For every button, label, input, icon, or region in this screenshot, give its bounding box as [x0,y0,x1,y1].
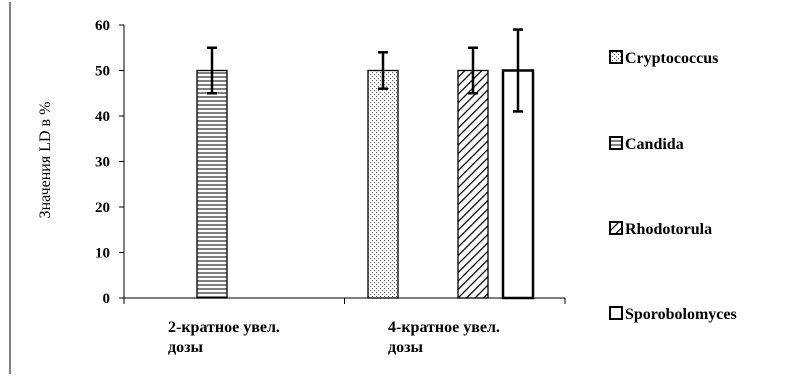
y-axis-label: Значения LD в % [37,102,54,219]
legend-label: Rhodotorula [625,221,712,238]
legend-entry-sporobolomyces: Sporobolomyces [609,306,737,323]
error-bar-rhodotorula [468,46,478,95]
bar-cryptococcus [367,69,399,299]
legend-swatch [609,136,623,150]
x-category-label-line: дозы [168,339,204,356]
bar-rhodotorula [457,69,489,299]
y-tick-label: 0 [103,291,111,307]
x-category-label-line: 4-кратное увел. [388,319,500,336]
legend-entry-cryptococcus: Cryptococcus [609,50,718,67]
legend-label: Sporobolomyces [625,306,737,323]
legend-swatch [609,221,623,235]
x-category-label-line: дозы [388,339,424,356]
legend-entry-rhodotorula: Rhodotorula [609,221,712,238]
legend-label: Cryptococcus [625,50,718,67]
x-category-label: 2-кратное увел. дозы [168,319,280,356]
legend-entry-candida: Candida [609,136,684,153]
y-tick-label: 10 [95,246,110,262]
error-bar-sporobolomyces [513,28,523,113]
legend-swatch [609,306,623,320]
y-tick-label: 20 [95,200,110,216]
x-category-label-line: 2-кратное увел. [168,319,280,336]
error-bar-candida [207,46,217,95]
y-tick-label: 40 [95,109,110,125]
x-category-label: 4-кратное увел. дозы [388,319,500,356]
y-tick-label: 60 [95,18,110,34]
y-tick-label: 50 [95,64,110,80]
legend-swatch [609,50,623,64]
error-bar-cryptococcus [378,51,388,90]
bar-candida [196,69,228,299]
legend: Cryptococcus Candida Rhodotorula Sporobolom… [609,50,737,323]
y-tick-label: 30 [95,155,110,171]
legend-label: Candida [625,136,684,153]
